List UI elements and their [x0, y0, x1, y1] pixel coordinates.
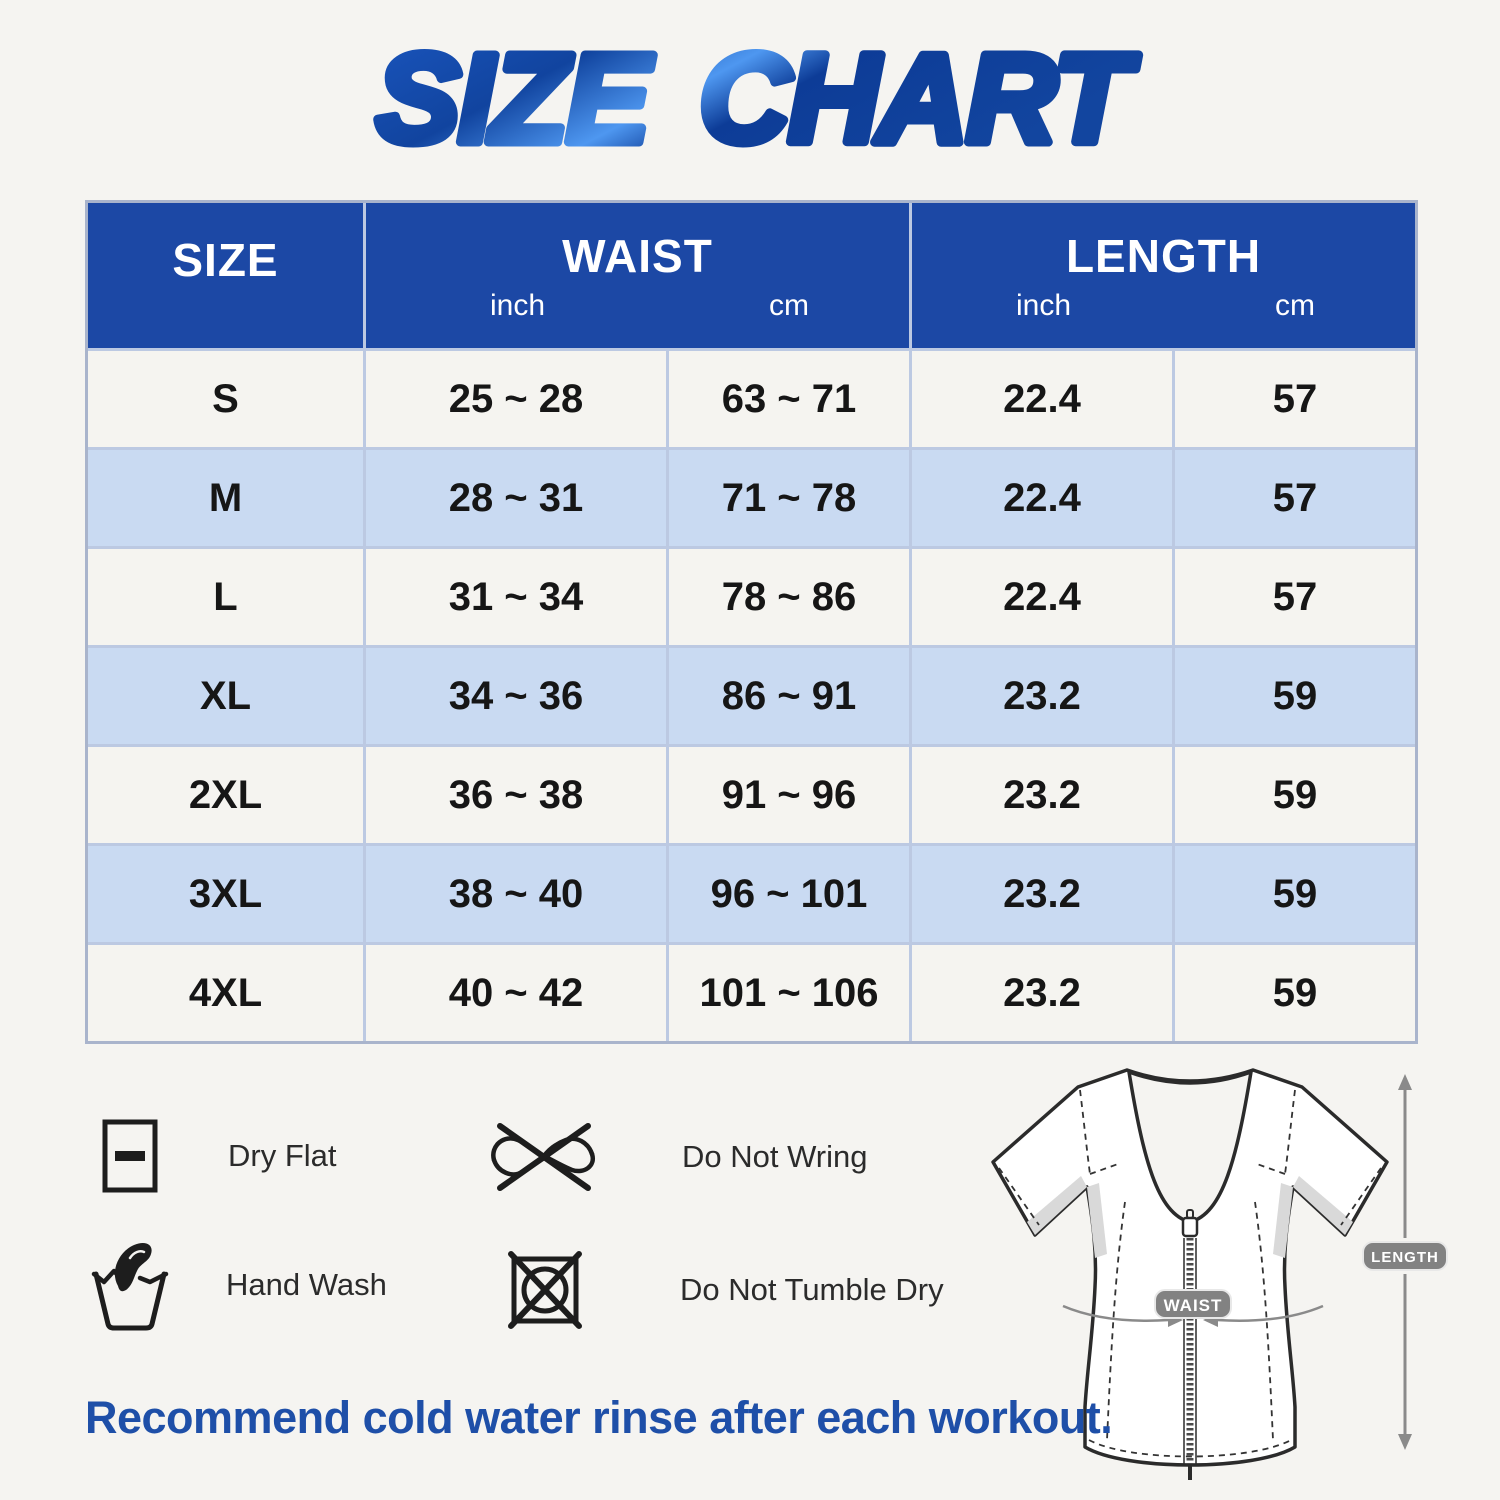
vest-outline: [991, 1068, 1389, 1467]
table-cell-waist_inch: 25 ~ 28: [366, 351, 666, 447]
page-title: SIZE CHART: [376, 28, 1139, 169]
table-row: 2XL 36 ~ 38 91 ~ 96 23.2 59: [88, 747, 1415, 843]
table-cell-size: XL: [88, 648, 363, 744]
waist-arrows-icon: [1062, 1304, 1324, 1322]
table-cell-waist_cm: 86 ~ 91: [669, 648, 909, 744]
table-row: 3XL 38 ~ 40 96 ~ 101 23.2 59: [88, 846, 1415, 942]
table-cell-length_cm: 57: [1175, 549, 1415, 645]
vest-neckline: [1126, 1069, 1254, 1224]
column-header-size: SIZE: [88, 203, 363, 348]
table-cell-length_cm: 59: [1175, 747, 1415, 843]
column-header-length-label: LENGTH: [1065, 230, 1262, 282]
care-item-dry-flat: Dry Flat: [100, 1118, 337, 1194]
care-label: Hand Wash: [226, 1267, 387, 1302]
table-row: L 31 ~ 34 78 ~ 86 22.4 57: [88, 549, 1415, 645]
table-cell-length_cm: 57: [1175, 351, 1415, 447]
footer-note: Recommend cold water rinse after each wo…: [85, 1392, 1113, 1443]
care-item-do-not-tumble-dry: Do Not Tumble Dry: [505, 1248, 944, 1332]
length-badge: LENGTH: [1362, 1241, 1448, 1271]
table-cell-length_cm: 59: [1175, 648, 1415, 744]
table-cell-waist_cm: 101 ~ 106: [669, 945, 909, 1041]
zipper-icon: [1181, 1209, 1199, 1480]
table-cell-length_inch: 22.4: [912, 351, 1172, 447]
page-header: SIZE CHART: [0, 18, 1500, 178]
size-table: SIZE WAIST inch cm LENGTH inch cm S 25 ~ …: [85, 200, 1418, 1044]
length-inch-unit-label: inch: [1015, 289, 1072, 322]
column-header-waist-label: WAIST: [562, 230, 713, 282]
table-cell-size: L: [88, 549, 363, 645]
size-table-body: S 25 ~ 28 63 ~ 71 22.4 57 M 28 ~ 31 71 ~ 78 22.4…: [88, 351, 1415, 1041]
table-row: S 25 ~ 28 63 ~ 71 22.4 57: [88, 351, 1415, 447]
table-cell-size: 3XL: [88, 846, 363, 942]
care-item-hand-wash: Hand Wash: [91, 1238, 387, 1332]
size-table-header: SIZE WAIST inch cm LENGTH inch cm: [88, 203, 1415, 348]
table-cell-waist_inch: 31 ~ 34: [366, 549, 666, 645]
do-not-wring-icon: [491, 1123, 596, 1191]
table-row: M 28 ~ 31 71 ~ 78 22.4 57: [88, 450, 1415, 546]
table-cell-waist_cm: 63 ~ 71: [669, 351, 909, 447]
care-label: Do Not Wring: [682, 1139, 868, 1174]
table-cell-length_inch: 22.4: [912, 450, 1172, 546]
table-cell-length_inch: 22.4: [912, 549, 1172, 645]
column-header-length: LENGTH inch cm: [912, 203, 1415, 348]
table-row: XL 34 ~ 36 86 ~ 91 23.2 59: [88, 648, 1415, 744]
care-label: Do Not Tumble Dry: [680, 1272, 944, 1307]
vest-illustration: WAIST LENGTH: [991, 1068, 1448, 1480]
table-cell-waist_cm: 96 ~ 101: [669, 846, 909, 942]
dry-flat-icon: [102, 1119, 158, 1193]
waist-inch-unit-label: inch: [489, 289, 546, 322]
waist-cm-unit-label: cm: [769, 289, 809, 322]
table-cell-length_cm: 59: [1175, 945, 1415, 1041]
table-cell-size: 4XL: [88, 945, 363, 1041]
table-cell-length_inch: 23.2: [912, 846, 1172, 942]
table-cell-waist_inch: 40 ~ 42: [366, 945, 666, 1041]
table-cell-waist_cm: 91 ~ 96: [669, 747, 909, 843]
table-cell-length_inch: 23.2: [912, 648, 1172, 744]
care-item-do-not-wring: Do Not Wring: [488, 1120, 868, 1194]
table-cell-waist_inch: 28 ~ 31: [366, 450, 666, 546]
table-cell-size: M: [88, 450, 363, 546]
length-cm-unit-label: cm: [1275, 289, 1315, 322]
table-cell-size: S: [88, 351, 363, 447]
length-badge-label: LENGTH: [1371, 1249, 1439, 1266]
table-cell-length_inch: 23.2: [912, 747, 1172, 843]
table-cell-size: 2XL: [88, 747, 363, 843]
table-cell-waist_inch: 36 ~ 38: [366, 747, 666, 843]
table-cell-waist_cm: 71 ~ 78: [669, 450, 909, 546]
table-cell-length_cm: 57: [1175, 450, 1415, 546]
column-header-waist: WAIST inch cm: [366, 203, 909, 348]
table-cell-length_cm: 59: [1175, 846, 1415, 942]
table-cell-waist_inch: 34 ~ 36: [366, 648, 666, 744]
table-row: 4XL 40 ~ 42 101 ~ 106 23.2 59: [88, 945, 1415, 1041]
garment-diagram: WAIST LENGTH: [985, 1062, 1485, 1492]
table-cell-length_inch: 23.2: [912, 945, 1172, 1041]
do-not-tumble-dry-icon: [508, 1251, 582, 1329]
hand-wash-icon: [91, 1243, 169, 1331]
size-chart-title-art: SIZE CHART: [372, 24, 1146, 174]
column-header-size-label: SIZE: [172, 234, 279, 286]
waist-badge-label: WAIST: [1164, 1296, 1223, 1315]
table-cell-waist_cm: 78 ~ 86: [669, 549, 909, 645]
care-label: Dry Flat: [228, 1138, 337, 1173]
waist-badge: WAIST: [1154, 1289, 1232, 1319]
table-cell-waist_inch: 38 ~ 40: [366, 846, 666, 942]
